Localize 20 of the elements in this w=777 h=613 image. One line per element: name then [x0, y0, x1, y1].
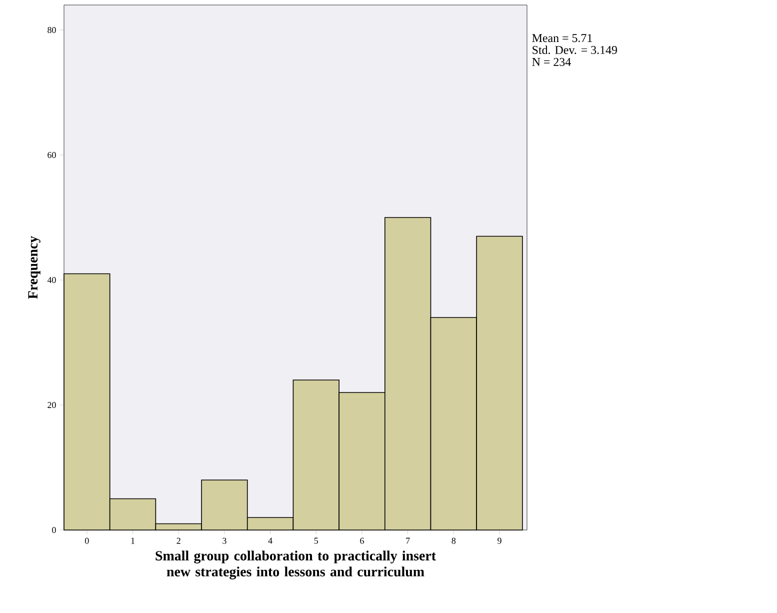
text: N = 234 [532, 58, 571, 66]
x-tick-label: 3 [222, 538, 226, 544]
x-tick-label: 0 [85, 538, 89, 544]
x-tick-label: 7 [406, 538, 410, 544]
x-tick-label: 9 [498, 538, 502, 544]
y-tick-label: 20 [48, 402, 56, 408]
x-tick-label: 5 [314, 538, 318, 544]
y-tick-label: 40 [47, 276, 56, 284]
x-tick-label: 4 [268, 538, 272, 544]
x-axis-title: Small group collaboration to practically insert new strategies into lessons and curriculum [156, 550, 436, 580]
y-tick-label: 60 [48, 152, 56, 158]
y-tick-label: 80 [48, 26, 56, 34]
x-tick-label: 8 [452, 538, 456, 544]
y-axis-title: Frequency [28, 236, 40, 299]
y-tick-label: 0 [52, 526, 56, 534]
x-tick-label: 2 [176, 538, 180, 544]
text: Mean = 5.71 [532, 34, 592, 42]
x-tick-label: 6 [360, 538, 364, 544]
x-tick-label: 1 [131, 538, 134, 544]
text: Std. Dev. = 3.149 [532, 46, 617, 54]
